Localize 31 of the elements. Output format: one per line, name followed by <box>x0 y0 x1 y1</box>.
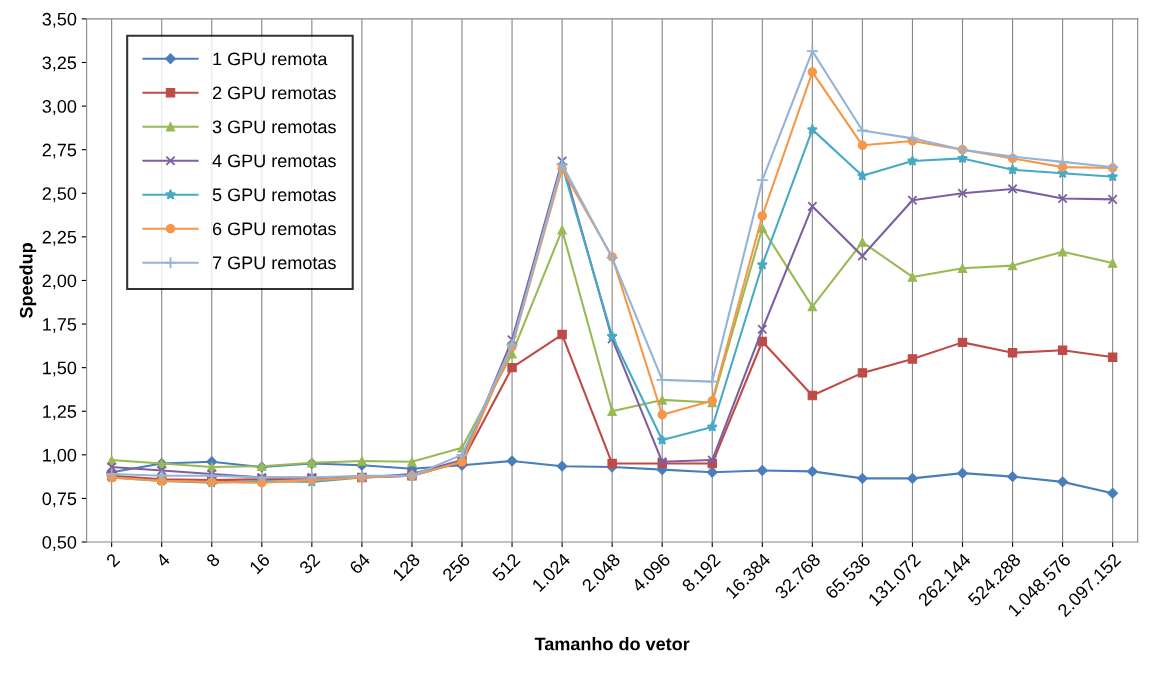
y-tick-label: 2,00 <box>42 274 77 290</box>
y-tick-label: 1,00 <box>43 448 77 464</box>
y-tick-label: 0,75 <box>42 492 77 508</box>
legend-label: 1 GPU remota <box>213 52 328 66</box>
x-tick-label: 4 <box>155 552 171 568</box>
y-tick-label: 2,50 <box>42 187 77 203</box>
y-tick-label: 2,25 <box>42 230 77 246</box>
x-tick-label: 8 <box>205 552 221 568</box>
legend-label: 3 GPU remotas <box>212 120 336 134</box>
x-tick-label: 32 <box>298 552 321 575</box>
x-tick-label: 2 <box>105 552 121 568</box>
legend-label: 5 GPU remotas <box>212 188 336 202</box>
y-tick-label: 3,25 <box>42 56 77 72</box>
y-tick-label: 3,50 <box>42 12 77 28</box>
y-tick-label: 1,50 <box>43 361 77 377</box>
x-tick-label: 16 <box>248 552 271 575</box>
legend-label: 6 GPU remotas <box>212 222 336 236</box>
y-tick-label: 1,25 <box>43 405 77 421</box>
y-axis-title: Speedup <box>19 243 37 319</box>
x-tick-label: 256 <box>441 552 471 582</box>
y-tick-label: 3,00 <box>42 100 77 115</box>
y-tick-label: 1,75 <box>43 318 77 333</box>
legend-label: 2 GPU remotas <box>212 86 336 100</box>
x-axis-title: Tamanho do vetor <box>534 637 690 651</box>
legend-label: 7 GPU remotas <box>212 256 336 270</box>
y-tick-label: 0,50 <box>42 535 77 551</box>
y-tick-label: 2,75 <box>42 143 77 159</box>
x-tick-label: 512 <box>491 552 521 582</box>
legend-label: 4 GPU remotas <box>212 154 336 168</box>
x-tick-label: 128 <box>391 552 421 582</box>
x-tick-label: 64 <box>348 552 371 575</box>
